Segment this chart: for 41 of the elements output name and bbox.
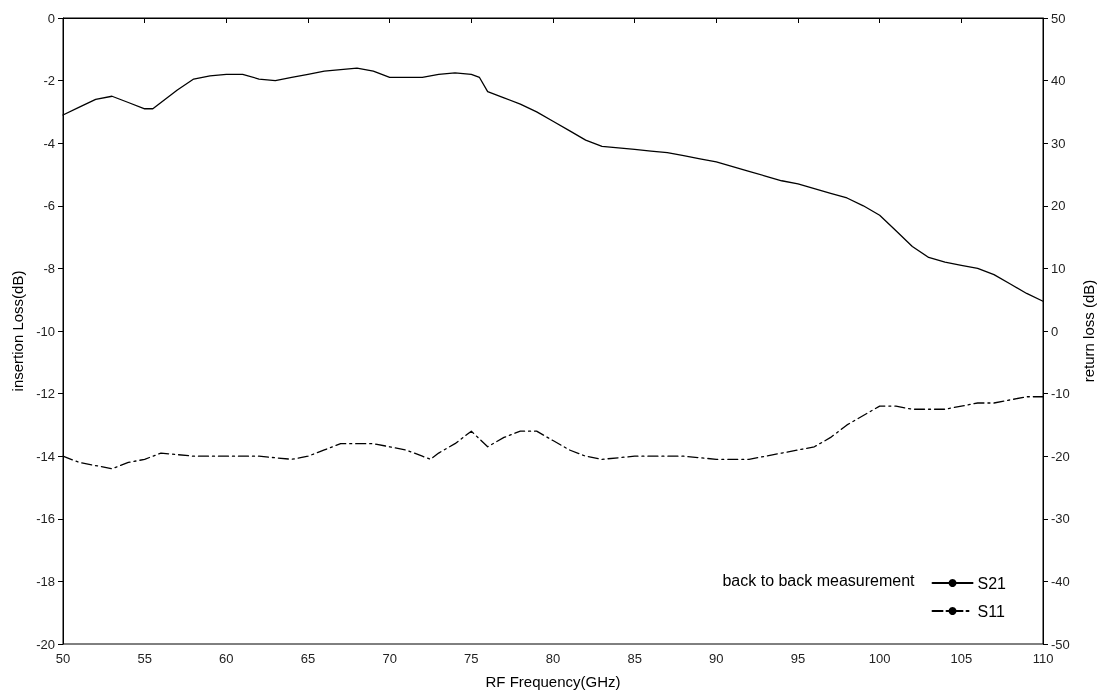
x-tick-label: 65 xyxy=(300,651,316,666)
y-tick-label: -2 xyxy=(43,73,55,89)
y-tick-label: -20 xyxy=(36,636,55,652)
y-tick-label: -10 xyxy=(36,323,55,339)
x-tick-label: 110 xyxy=(1032,651,1054,666)
legend-label: S11 xyxy=(977,602,1005,620)
y2-tick-label: 20 xyxy=(1051,198,1066,214)
x-tick-label: 85 xyxy=(627,651,642,666)
x-tick-label: 75 xyxy=(464,651,479,666)
y-tick-label: -16 xyxy=(36,511,55,527)
x-tick-label: 80 xyxy=(545,651,561,666)
y-tick-label: -18 xyxy=(36,573,55,589)
y2-tick-label: 40 xyxy=(1051,73,1066,89)
x-tick-label: 90 xyxy=(709,651,724,666)
y-tick-label: -12 xyxy=(36,386,55,402)
legend-label: S21 xyxy=(977,574,1007,592)
x-tick-label: 105 xyxy=(950,651,973,666)
y2-tick-label: -40 xyxy=(1051,573,1070,589)
x-tick-label: 95 xyxy=(790,651,806,666)
y-tick-label: -8 xyxy=(43,260,55,276)
y2-tick-label: -30 xyxy=(1051,511,1070,527)
y2-tick-label: 10 xyxy=(1051,260,1066,276)
y2-tick-label: -20 xyxy=(1051,448,1070,464)
y2-tick-label: 50 xyxy=(1051,10,1066,26)
y2-tick-label: 0 xyxy=(1051,323,1059,339)
x-tick-label: 60 xyxy=(219,651,234,666)
legend-title: back to back measurement xyxy=(722,571,916,589)
y-tick-label: -6 xyxy=(43,198,55,214)
y-tick-label: 0 xyxy=(47,10,55,26)
y-tick-label: -14 xyxy=(36,448,55,464)
x-tick-label: 55 xyxy=(137,651,152,666)
x-tick-label: 100 xyxy=(868,651,891,666)
y2-tick-label: -10 xyxy=(1051,386,1070,402)
y-axis-title: insertion Loss(dB) xyxy=(9,270,27,392)
y2-axis-title: return loss (dB) xyxy=(1080,279,1097,383)
x-tick-label: 50 xyxy=(55,651,71,666)
y-tick-label: -4 xyxy=(43,135,55,151)
y2-tick-label: -50 xyxy=(1051,636,1070,652)
x-axis-title: RF Frequency(GHz) xyxy=(485,673,621,690)
y2-tick-label: 30 xyxy=(1051,135,1066,151)
x-tick-label: 70 xyxy=(382,651,397,666)
